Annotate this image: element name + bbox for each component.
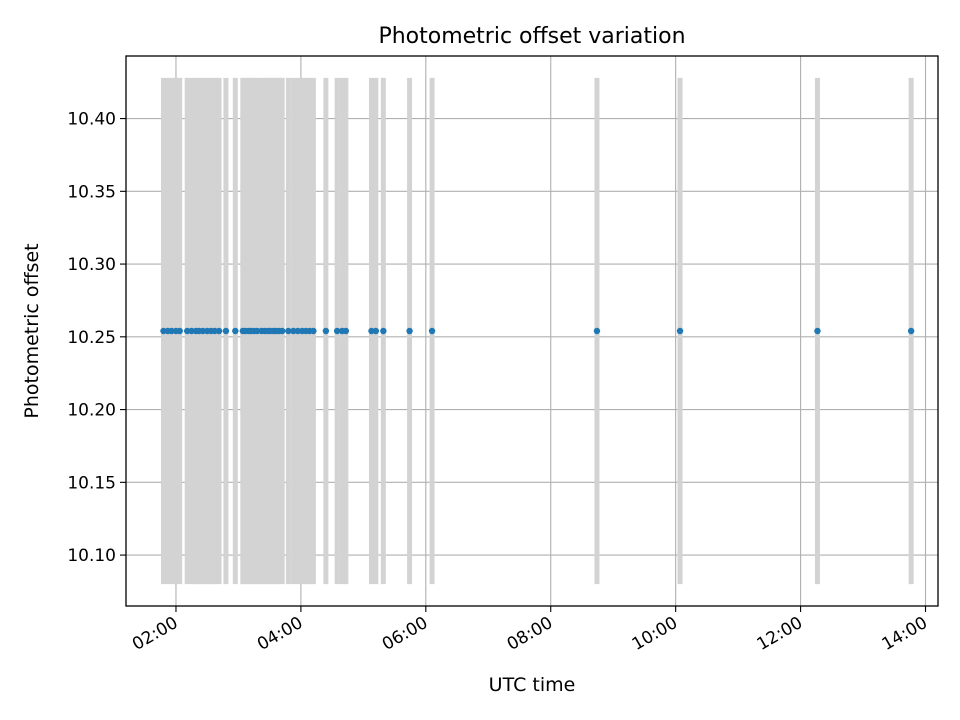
data-point: [814, 327, 821, 335]
data-point: [676, 327, 684, 335]
y-tick-label: 10.40: [67, 110, 116, 130]
data-point: [333, 327, 341, 335]
data-point: [253, 327, 261, 335]
data-point: [368, 327, 375, 335]
data-point: [310, 327, 317, 335]
data-point: [342, 327, 350, 335]
data-point: [380, 327, 387, 335]
x-axis-label: UTC time: [489, 674, 576, 696]
data-point: [211, 327, 218, 335]
data-point: [406, 327, 413, 335]
data-point: [160, 327, 167, 335]
data-points: [160, 327, 915, 335]
plot-frame: [125, 55, 939, 607]
y-tick-label: 10.35: [67, 182, 116, 202]
chart-title: Photometric offset variation: [378, 24, 685, 49]
data-point: [294, 327, 301, 335]
data-point: [188, 327, 195, 335]
data-point: [215, 327, 223, 335]
data-point: [278, 327, 286, 335]
y-tick-label: 10.10: [67, 546, 116, 566]
y-tick-label: 10.20: [67, 401, 116, 421]
y-tick-label: 10.25: [67, 328, 116, 348]
y-axis-ticks: 10.10 10.15 10.20 10.25 10.30 10.35 10.40: [67, 110, 126, 566]
data-point: [222, 327, 230, 335]
data-point: [285, 327, 292, 335]
data-point: [184, 327, 191, 335]
y-tick-label: 10.30: [67, 255, 116, 275]
data-point: [322, 327, 330, 335]
data-point: [176, 327, 183, 335]
data-point: [232, 327, 239, 335]
y-axis-label: Photometric offset: [21, 243, 43, 418]
data-point: [593, 327, 601, 335]
y-tick-label: 10.15: [67, 473, 116, 493]
data-point: [428, 327, 436, 335]
data-point: [907, 327, 915, 335]
data-point: [372, 327, 380, 335]
data-point: [290, 327, 297, 335]
data-point: [199, 327, 207, 335]
data-point: [168, 327, 175, 335]
